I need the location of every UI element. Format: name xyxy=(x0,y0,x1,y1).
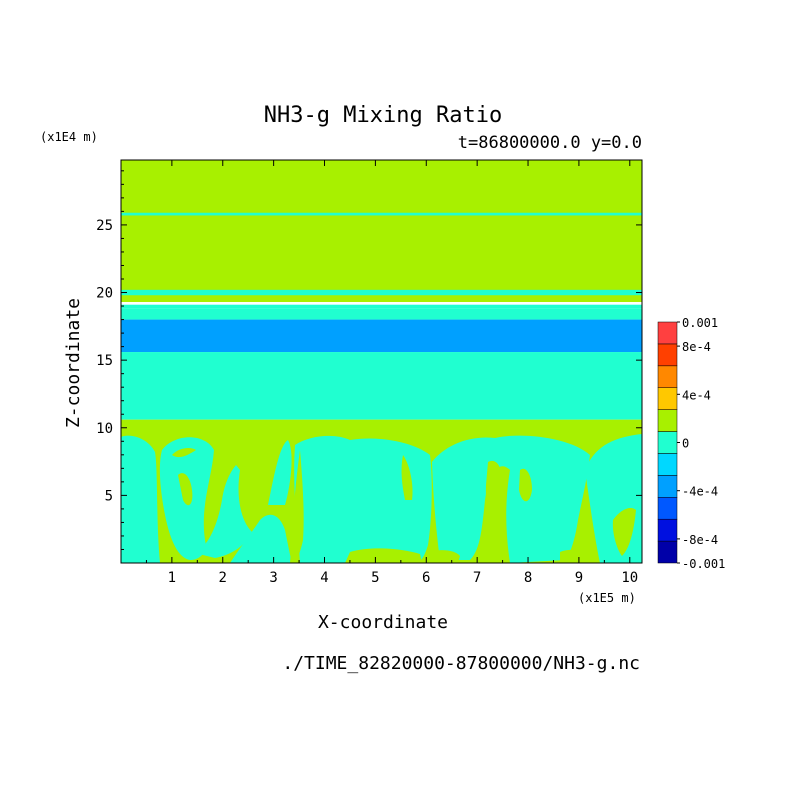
green-plume-6 xyxy=(612,508,636,556)
convective-cell-3 xyxy=(294,435,432,563)
green-plume-0 xyxy=(178,473,193,506)
colorbar-swatch-2 xyxy=(657,497,678,520)
x-unit-label: (x1E5 m) xyxy=(578,591,636,605)
plot-axes: 1 2 3 4 5 6 7 8 9 10 5 10 15 20 25 xyxy=(96,159,643,586)
green-plume-3 xyxy=(401,455,413,500)
x-tick-label-3: 3 xyxy=(269,570,277,586)
x-tick-label-1: 1 xyxy=(168,570,176,586)
x-tick-label-5: 5 xyxy=(371,570,379,586)
y-tick-label-15: 15 xyxy=(96,353,113,369)
field-band-0 xyxy=(121,160,642,302)
green-plume-4 xyxy=(485,460,504,545)
y-tick-label-10: 10 xyxy=(96,421,113,437)
colorbar-swatch-5 xyxy=(657,431,678,454)
field-band-4 xyxy=(121,308,642,320)
colorbar-swatch-7 xyxy=(657,387,678,410)
mixing-ratio-field xyxy=(121,160,642,563)
colorbar-label-3: 0 xyxy=(682,437,689,451)
colorbar-label-0: 0.001 xyxy=(682,316,718,330)
x-tick-label-2: 2 xyxy=(219,570,227,586)
colorbar-swatch-0 xyxy=(657,540,678,564)
colorbar-label-2: 4e-4 xyxy=(682,388,711,402)
colorbar-label-1: 8e-4 xyxy=(682,340,711,354)
convective-cell-6 xyxy=(230,514,292,563)
field-band-3 xyxy=(121,304,642,309)
field-band-1 xyxy=(121,212,642,216)
x-tick-label-9: 9 xyxy=(575,570,583,586)
x-tick-label-10: 10 xyxy=(621,570,638,586)
colorbar: 0.001 8e-4 4e-4 0 -4e-4 -8e-4 -0.001 xyxy=(657,316,725,571)
field-band-6 xyxy=(121,352,642,420)
x-tick-label-4: 4 xyxy=(320,570,328,586)
colorbar-swatch-3 xyxy=(657,475,678,498)
colorbar-swatch-4 xyxy=(657,453,678,476)
convective-cell-7 xyxy=(268,440,292,505)
chart-title: NH3-g Mixing Ratio xyxy=(264,103,502,128)
field-band-2 xyxy=(121,289,642,296)
colorbar-swatch-9 xyxy=(657,343,678,367)
green-plume-2 xyxy=(290,450,304,563)
y-axis-label: Z-coordinate xyxy=(63,298,84,428)
x-tick-label-7: 7 xyxy=(473,570,481,586)
y-tick-label-25: 25 xyxy=(96,218,113,234)
green-plume-5 xyxy=(519,468,532,502)
green-plume-1 xyxy=(172,447,196,458)
colorbar-label-4: -4e-4 xyxy=(682,485,718,499)
colorbar-swatch-10 xyxy=(657,321,678,345)
y-unit-label: (x1E4 m) xyxy=(40,130,98,144)
colorbar-label-6: -0.001 xyxy=(682,557,725,571)
green-plume-8 xyxy=(425,550,460,563)
x-tick-label-8: 8 xyxy=(524,570,532,586)
y-tick-label-20: 20 xyxy=(96,286,113,302)
chart-subtitle: t=86800000.0 y=0.0 xyxy=(458,133,642,153)
colorbar-label-5: -8e-4 xyxy=(682,533,718,547)
colorbar-swatch-8 xyxy=(657,365,678,388)
plot-frame xyxy=(120,159,643,564)
field-band-5 xyxy=(121,319,642,353)
convective-cell-4 xyxy=(432,435,590,563)
convective-cell-2 xyxy=(195,465,252,558)
convective-cell-0 xyxy=(121,435,160,563)
x-tick-label-6: 6 xyxy=(422,570,430,586)
footer-path: ./TIME_82820000-87800000/NH3-g.nc xyxy=(282,653,640,674)
x-axis-label: X-coordinate xyxy=(318,612,448,633)
colorbar-swatch-6 xyxy=(657,409,678,432)
colorbar-swatch-1 xyxy=(657,518,678,542)
green-plume-7 xyxy=(345,548,422,563)
y-tick-label-5: 5 xyxy=(105,488,113,504)
